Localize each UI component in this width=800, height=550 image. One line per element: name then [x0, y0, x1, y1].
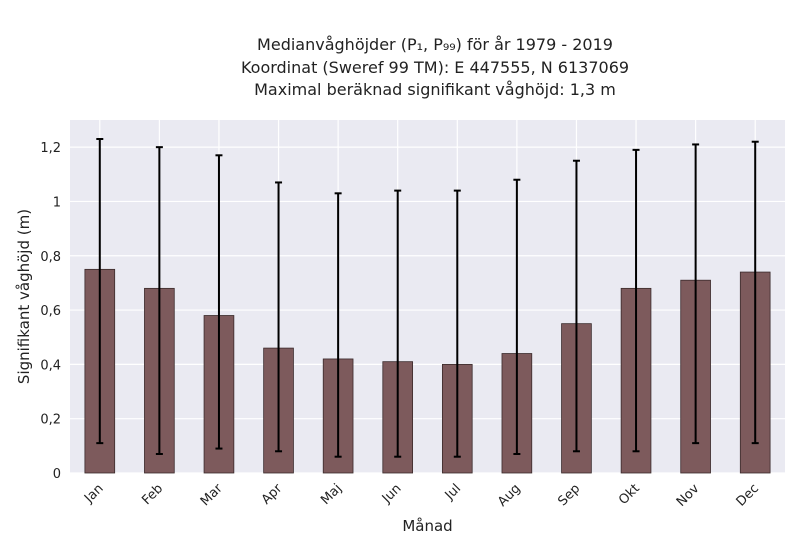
error-bar-jun [394, 189, 402, 458]
y-tick-label-1: 0,2 [40, 413, 61, 428]
y-axis-ticks: 0 0,2 0,4 0,6 0,8 1 1,2 [40, 141, 61, 482]
x-tick-label-apr: Apr [259, 481, 286, 508]
x-tick-label-feb: Feb [139, 481, 166, 508]
x-tick-label-jul: Jul [442, 481, 464, 503]
error-bars [96, 138, 759, 458]
title-line-3: Maximal beräknad signifikant våghöjd: 1,… [254, 80, 616, 99]
y-tick-label-4: 0,8 [40, 250, 61, 265]
error-bar-jul [453, 189, 461, 458]
error-bar-aug [513, 178, 521, 455]
error-bar-jan [96, 138, 104, 445]
x-axis-label: Månad [402, 517, 452, 535]
x-tick-label-maj: Maj [318, 481, 345, 508]
x-tick-label-jan: Jan [81, 481, 106, 506]
error-bar-apr [275, 181, 283, 453]
y-axis-label: Signifikant våghöjd (m) [15, 209, 33, 384]
x-tick-label-okt: Okt [616, 481, 643, 508]
error-bar-feb [155, 146, 163, 455]
x-tick-label-dec: Dec [734, 481, 762, 509]
error-bar-dec [751, 140, 759, 445]
error-bar-okt [632, 148, 640, 453]
error-bar-mar [215, 154, 223, 450]
title-line-2: Koordinat (Sweref 99 TM): E 447555, N 61… [240, 57, 630, 77]
x-tick-label-sep: Sep [555, 481, 583, 509]
x-axis-ticks: Jan Feb Mar Apr Maj Jun Jul Aug Sep Okt Nov Dec [81, 481, 762, 510]
error-bar-sep [572, 159, 580, 453]
y-tick-label-2: 0,4 [40, 358, 61, 373]
x-tick-label-mar: Mar [198, 481, 226, 509]
title-line-1: Medianvåghöjder (P₁, P₉₉) för år 1979 - … [257, 35, 613, 54]
x-tick-label-nov: Nov [674, 481, 703, 510]
error-bar-maj [334, 192, 342, 458]
y-tick-label-3: 0,6 [40, 304, 61, 319]
x-tick-label-aug: Aug [495, 481, 524, 510]
y-tick-label-5: 1 [53, 195, 61, 210]
y-tick-label-0: 0 [53, 467, 61, 482]
chart-title: Medianvåghöjder (P₁, P₉₉) för år 1979 - … [70, 34, 800, 102]
plot-area [70, 120, 785, 473]
x-tick-label-jun: Jun [379, 481, 405, 507]
error-bar-nov [692, 143, 700, 445]
y-tick-label-6: 1,2 [40, 141, 61, 156]
